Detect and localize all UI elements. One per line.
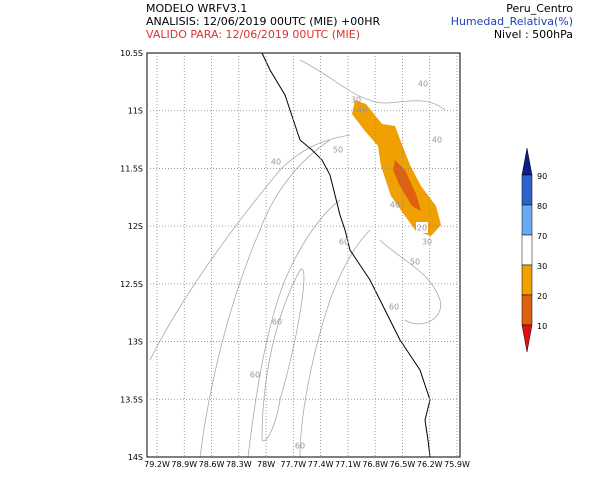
colorbar-cell [521, 204, 533, 236]
model: MODELO WRFV3.1 [146, 2, 247, 15]
map-frame [146, 52, 461, 458]
contour-label: 30 [351, 96, 361, 105]
contour [261, 268, 305, 442]
contour [379, 239, 442, 325]
contour-label: 60 [250, 371, 260, 380]
lon-label: 76.5W [390, 460, 416, 469]
contour-label: 20 [417, 224, 427, 233]
colorbar-label: 80 [537, 202, 547, 211]
contour [199, 139, 331, 458]
lat-label: 12.5S [120, 280, 143, 289]
lat-label: 13S [128, 338, 143, 347]
colorbar-cell [521, 324, 533, 353]
colorbar-cell [521, 174, 533, 206]
lat-label: 13.5S [120, 395, 143, 404]
lat-label: 11.5S [120, 164, 143, 173]
lon-label: 75.9W [444, 460, 470, 469]
contour-label: 50 [333, 146, 343, 155]
contour-label: 40 [271, 158, 281, 167]
lon-label: 77.4W [308, 460, 334, 469]
lon-label: 79.2W [144, 460, 170, 469]
contour-label: 60 [389, 303, 399, 312]
region: Peru_Centro [506, 2, 573, 15]
contour [299, 229, 371, 458]
contour-label: 40 [357, 106, 367, 115]
contour-label: 40 [432, 136, 442, 145]
valid: VALIDO PARA: 12/06/2019 00UTC (MIE) [146, 28, 360, 41]
lon-label: 78.6W [199, 460, 225, 469]
analysis: ANALISIS: 12/06/2019 00UTC (MIE) +00HR [146, 15, 381, 28]
contour-label: 60 [295, 442, 305, 451]
contour-label: 50 [410, 258, 420, 267]
lon-label: 78W [257, 460, 275, 469]
colorbar-cell [521, 264, 533, 296]
lon-label: 77.7W [280, 460, 306, 469]
colorbar-label: 20 [537, 292, 547, 301]
lon-label: 76.2W [417, 460, 443, 469]
contour-label: 60 [339, 238, 349, 247]
colorbar-label: 90 [537, 172, 547, 181]
colorbar-cell [521, 234, 533, 266]
colorbar [521, 147, 533, 353]
lon-label: 76.8W [362, 460, 388, 469]
contour [299, 59, 446, 111]
contour-label: 60 [272, 318, 282, 327]
map: 40 40 30 40 50 40 40 20 30 60 50 60 60 6… [146, 52, 461, 458]
contour-label: 30 [422, 238, 432, 247]
lon-label: 77.1W [335, 460, 361, 469]
label-box [416, 222, 428, 233]
colorbar-label: 70 [537, 232, 547, 241]
contour-label: 40 [390, 201, 400, 210]
variable: Humedad_Relativa(%) [451, 15, 573, 28]
coastline [261, 52, 431, 458]
contour [247, 199, 341, 458]
lon-label: 78.9W [171, 460, 197, 469]
level: Nivel : 500hPa [494, 28, 573, 41]
lat-label: 10.5S [120, 49, 143, 58]
colorbar-label: 10 [537, 322, 547, 331]
colorbar-label: 30 [537, 262, 547, 271]
humidity-20 [393, 160, 421, 211]
colorbar-cell [521, 294, 533, 326]
lat-label: 11S [128, 107, 143, 116]
lat-label: 12S [128, 222, 143, 231]
contour [149, 134, 351, 361]
lon-label: 78.3W [226, 460, 252, 469]
lat-label: 14S [128, 453, 143, 462]
contour-label: 40 [418, 80, 428, 89]
